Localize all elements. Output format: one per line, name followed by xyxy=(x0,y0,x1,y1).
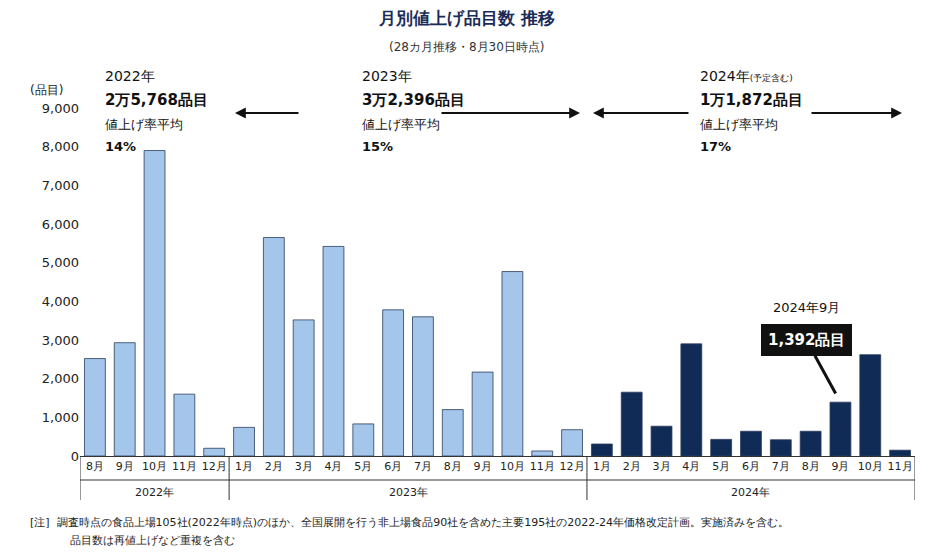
svg-text:1万1,872品目: 1万1,872品目 xyxy=(700,91,803,109)
svg-text:5月: 5月 xyxy=(712,460,730,473)
svg-text:6月: 6月 xyxy=(384,460,402,473)
svg-text:5月: 5月 xyxy=(354,460,372,473)
svg-text:2024年: 2024年 xyxy=(731,486,770,499)
svg-text:11月: 11月 xyxy=(530,460,555,473)
svg-text:2023年: 2023年 xyxy=(389,486,428,499)
svg-text:1,392品目: 1,392品目 xyxy=(768,331,845,349)
svg-text:7月: 7月 xyxy=(414,460,432,473)
svg-text:8月: 8月 xyxy=(86,460,104,473)
svg-text:5,000: 5,000 xyxy=(42,255,79,270)
svg-text:4月: 4月 xyxy=(324,460,342,473)
svg-text:2024年(予定含む): 2024年(予定含む) xyxy=(700,68,793,84)
svg-text:[注] 調査時点の食品上場105社(2022年時点)のほか: [注] 調査時点の食品上場105社(2022年時点)のほか、全国展開を行う非上場… xyxy=(30,516,789,529)
svg-text:8月: 8月 xyxy=(802,460,820,473)
svg-text:9,000: 9,000 xyxy=(42,101,79,116)
svg-text:15%: 15% xyxy=(362,139,393,154)
svg-text:(品目): (品目) xyxy=(30,83,63,97)
svg-text:4月: 4月 xyxy=(682,460,700,473)
svg-text:12月: 12月 xyxy=(202,460,227,473)
svg-text:9月: 9月 xyxy=(831,460,849,473)
svg-text:2,000: 2,000 xyxy=(42,371,79,386)
svg-text:6月: 6月 xyxy=(742,460,760,473)
svg-text:2022年: 2022年 xyxy=(135,486,174,499)
svg-text:17%: 17% xyxy=(700,139,731,154)
svg-text:値上げ率平均: 値上げ率平均 xyxy=(362,117,440,132)
svg-text:3万2,396品目: 3万2,396品目 xyxy=(362,91,465,109)
svg-text:2月: 2月 xyxy=(623,460,641,473)
svg-text:9月: 9月 xyxy=(116,460,134,473)
svg-text:0: 0 xyxy=(71,449,79,464)
svg-text:14%: 14% xyxy=(105,139,136,154)
svg-text:11月: 11月 xyxy=(172,460,197,473)
svg-text:7月: 7月 xyxy=(772,460,790,473)
svg-text:10月: 10月 xyxy=(142,460,167,473)
svg-text:8,000: 8,000 xyxy=(42,139,79,154)
svg-text:6,000: 6,000 xyxy=(42,217,79,232)
svg-text:11月: 11月 xyxy=(888,460,913,473)
svg-text:1,000: 1,000 xyxy=(42,410,79,425)
svg-text:1月: 1月 xyxy=(235,460,253,473)
svg-text:9月: 9月 xyxy=(474,460,492,473)
svg-text:値上げ率平均: 値上げ率平均 xyxy=(700,117,778,132)
svg-text:3,000: 3,000 xyxy=(42,333,79,348)
svg-text:10月: 10月 xyxy=(500,460,525,473)
svg-text:(28カ月推移・8月30日時点): (28カ月推移・8月30日時点) xyxy=(389,40,545,54)
svg-text:2024年9月: 2024年9月 xyxy=(773,300,840,315)
svg-text:4,000: 4,000 xyxy=(42,294,79,309)
svg-text:7,000: 7,000 xyxy=(42,178,79,193)
svg-text:3月: 3月 xyxy=(295,460,313,473)
svg-text:2023年: 2023年 xyxy=(362,68,412,84)
svg-text:12月: 12月 xyxy=(560,460,585,473)
svg-text:値上げ率平均: 値上げ率平均 xyxy=(105,117,183,132)
svg-text:2万5,768品目: 2万5,768品目 xyxy=(105,91,208,109)
svg-text:10月: 10月 xyxy=(858,460,883,473)
svg-text:品目数は再値上げなど重複を含む: 品目数は再値上げなど重複を含む xyxy=(70,534,235,547)
svg-text:2月: 2月 xyxy=(265,460,283,473)
svg-text:2022年: 2022年 xyxy=(105,68,155,84)
svg-text:月別値上げ品目数 推移: 月別値上げ品目数 推移 xyxy=(378,8,555,28)
svg-text:8月: 8月 xyxy=(444,460,462,473)
svg-text:3月: 3月 xyxy=(653,460,671,473)
svg-text:1月: 1月 xyxy=(593,460,611,473)
